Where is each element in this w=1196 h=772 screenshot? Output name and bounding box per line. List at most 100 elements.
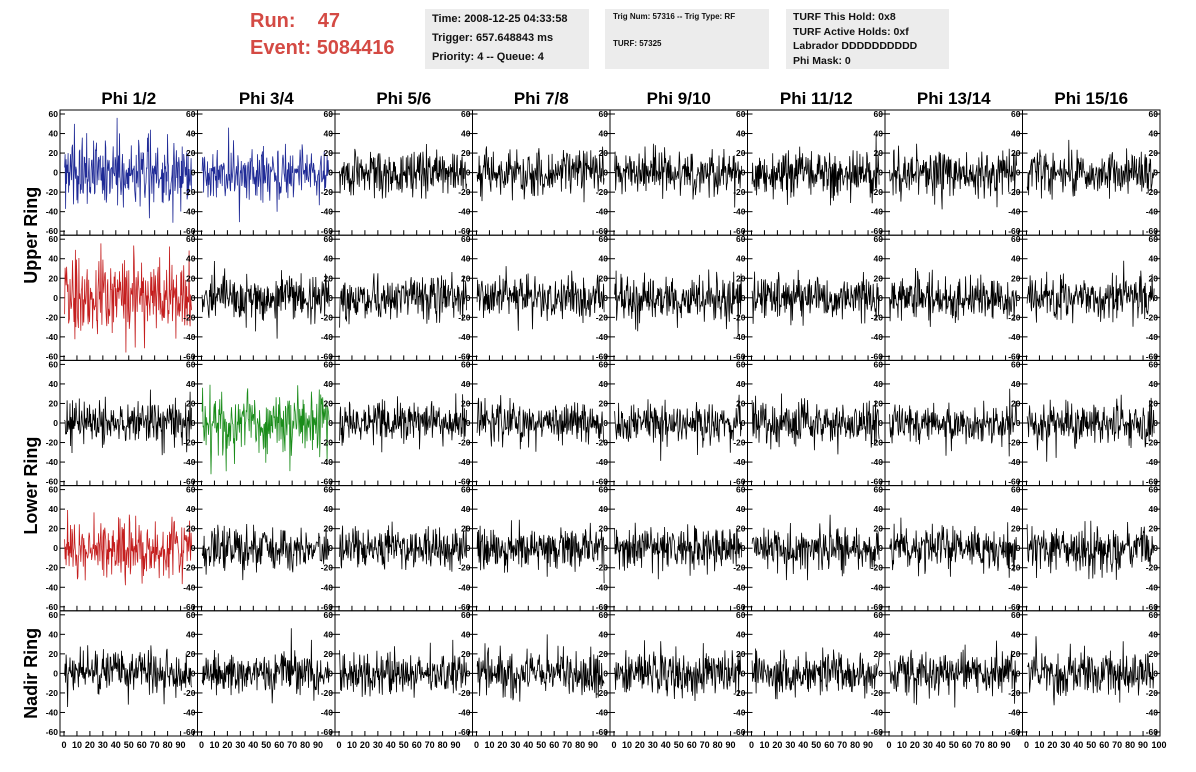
x-tick-label: 0 xyxy=(474,740,479,750)
y-tick-label: 40 xyxy=(1011,129,1021,139)
y-tick-label: 20 xyxy=(599,524,609,534)
x-tick-label: 0 xyxy=(336,740,341,750)
y-tick-label: 60 xyxy=(324,234,334,244)
waveform-panel: -60 -40 -20 0 20 40 60 xyxy=(321,359,473,487)
y-tick-label: 20 xyxy=(324,148,334,158)
ring-label: Upper Ring xyxy=(21,187,41,284)
trig-num-text: Trig Num: 57316 -- Trig Type: RF xyxy=(613,12,736,21)
waveform-trace xyxy=(64,509,192,586)
y-tick-label: -40 xyxy=(1008,457,1021,467)
y-tick-label: 40 xyxy=(49,129,59,139)
y-tick-label: 40 xyxy=(324,254,334,264)
y-tick-label: 20 xyxy=(1011,524,1021,534)
y-tick-label: 0 xyxy=(878,668,883,678)
y-tick-label: 20 xyxy=(1149,649,1159,659)
y-tick-label: 0 xyxy=(191,543,196,553)
waveform-panel: -60 -40 -20 0 20 40 60 xyxy=(596,485,748,612)
y-tick-label: 40 xyxy=(1149,129,1159,139)
waveform-trace xyxy=(64,117,192,223)
x-tick-label: 50 xyxy=(261,740,271,750)
x-tick-label: 10 xyxy=(759,740,769,750)
y-tick-label: 0 xyxy=(741,168,746,178)
y-tick-label: -60 xyxy=(596,477,609,487)
y-tick-label: -60 xyxy=(1146,226,1159,236)
y-tick-label: 60 xyxy=(324,485,334,495)
y-tick-label: 40 xyxy=(874,379,884,389)
waveform-trace xyxy=(889,143,1017,210)
y-tick-label: 0 xyxy=(191,668,196,678)
y-tick-label: -40 xyxy=(1146,457,1159,467)
y-tick-label: 20 xyxy=(736,649,746,659)
y-tick-label: 20 xyxy=(874,649,884,659)
y-tick-label: 0 xyxy=(878,293,883,303)
y-tick-label: 20 xyxy=(1149,398,1159,408)
waveform-trace xyxy=(476,634,605,702)
y-tick-label: 20 xyxy=(736,524,746,534)
y-tick-label: 20 xyxy=(1149,273,1159,283)
y-tick-label: -60 xyxy=(458,727,471,737)
y-tick-label: -40 xyxy=(183,707,196,717)
y-tick-label: -60 xyxy=(183,727,196,737)
y-tick-label: -60 xyxy=(871,477,884,487)
y-tick-label: 40 xyxy=(599,129,609,139)
y-tick-label: -60 xyxy=(1146,351,1159,361)
y-tick-label: -20 xyxy=(1008,312,1021,322)
x-tick-label: 40 xyxy=(661,740,671,750)
x-tick-label: 0 xyxy=(199,740,204,750)
y-tick-label: -40 xyxy=(733,457,746,467)
x-tick-label: 10 xyxy=(72,740,82,750)
trig-info-box: Trig Num: 57316 -- Trig Type: RF TURF: 5… xyxy=(605,9,769,69)
waveform-panel: -60 -40 -20 0 20 40 60 xyxy=(46,485,198,612)
y-tick-label: 0 xyxy=(741,293,746,303)
y-tick-label: -60 xyxy=(46,226,59,236)
x-tick-label: 50 xyxy=(811,740,821,750)
y-tick-label: 60 xyxy=(874,234,884,244)
y-tick-label: 60 xyxy=(186,485,196,495)
x-tick-label: 80 xyxy=(713,740,723,750)
y-tick-label: -20 xyxy=(596,438,609,448)
waveform-trace xyxy=(64,389,192,456)
run-line: Run: 47 xyxy=(250,8,395,35)
y-tick-label: -40 xyxy=(1146,582,1159,592)
y-tick-label: 40 xyxy=(1149,629,1159,639)
waveform-panel: -60 -40 -20 0 20 40 60 xyxy=(871,109,1023,236)
y-tick-label: 0 xyxy=(603,543,608,553)
priority-text: Priority: 4 -- Queue: 4 xyxy=(432,51,544,63)
y-tick-label: 60 xyxy=(599,485,609,495)
x-tick-label: 70 xyxy=(425,740,435,750)
y-tick-label: 60 xyxy=(736,610,746,620)
y-tick-label: -20 xyxy=(871,312,884,322)
y-tick-label: -20 xyxy=(321,312,334,322)
y-tick-label: -60 xyxy=(458,602,471,612)
x-tick-label: 90 xyxy=(1138,740,1148,750)
y-tick-label: -60 xyxy=(1146,602,1159,612)
waveform-panel: -60 -40 -20 0 20 40 60 xyxy=(871,234,1023,361)
y-tick-label: 20 xyxy=(736,148,746,158)
x-tick-label: 20 xyxy=(360,740,370,750)
y-tick-label: 40 xyxy=(874,254,884,264)
y-tick-label: -40 xyxy=(1146,332,1159,342)
waveform-trace xyxy=(1026,260,1155,327)
y-tick-label: 60 xyxy=(874,485,884,495)
turf-hold-text: TURF This Hold: 0x8 xyxy=(793,11,896,23)
x-tick-label: 10 xyxy=(897,740,907,750)
y-tick-label: 40 xyxy=(49,254,59,264)
x-tick-label: 30 xyxy=(98,740,108,750)
turf-info-box: TURF This Hold: 0x8 TURF Active Holds: 0… xyxy=(786,9,949,69)
y-tick-label: 20 xyxy=(49,273,59,283)
waveform-panel: -60 -40 -20 0 20 40 60 xyxy=(596,610,748,737)
waveform-trace xyxy=(339,639,467,698)
y-tick-label: 60 xyxy=(1011,610,1021,620)
waveform-panel: -60 -40 -20 0 20 40 60 xyxy=(321,610,473,737)
x-tick-label: 10 xyxy=(622,740,632,750)
waveform-panel: -60 -60 -40 -40 -20 -20 0 0 20 20 40 40 60 60 xyxy=(1008,359,1161,487)
y-tick-label: -60 xyxy=(871,602,884,612)
y-tick-label: -60 xyxy=(458,226,471,236)
y-tick-label: 20 xyxy=(461,524,471,534)
y-tick-label: -40 xyxy=(1008,707,1021,717)
y-tick-label: 40 xyxy=(324,629,334,639)
y-tick-label: 40 xyxy=(324,129,334,139)
y-tick-label: -40 xyxy=(871,207,884,217)
x-tick-label: 20 xyxy=(222,740,232,750)
y-tick-label: 60 xyxy=(1011,109,1021,119)
